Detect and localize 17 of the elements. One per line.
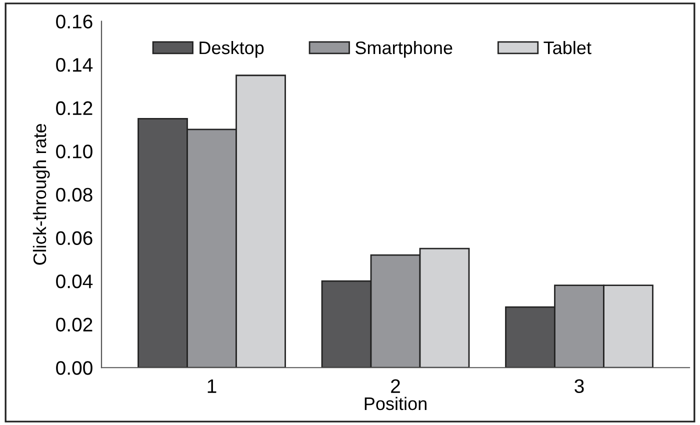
y-tick-label: 0.12 bbox=[56, 101, 92, 116]
y-tick-label: 0.16 bbox=[56, 14, 92, 28]
y-tick-label: 0.02 bbox=[56, 318, 92, 332]
legend-label: Desktop bbox=[200, 40, 264, 58]
y-tick-label: 0.04 bbox=[56, 274, 93, 288]
y-tick-label: 0.10 bbox=[56, 144, 92, 158]
x-tick-label: 3 bbox=[574, 379, 584, 394]
x-axis-title: Position bbox=[364, 396, 426, 410]
y-tick-label: 0.08 bbox=[56, 188, 92, 202]
x-tick-label: 1 bbox=[208, 379, 216, 393]
y-tick-label: 0.06 bbox=[56, 231, 92, 245]
legend-label: Smartphone bbox=[356, 40, 452, 58]
legend-label: Tablet bbox=[544, 40, 592, 54]
x-tick-label: 2 bbox=[391, 379, 400, 393]
y-axis-title: Click-through rate bbox=[32, 124, 50, 265]
y-tick-label: 0.00 bbox=[56, 361, 92, 375]
y-tick-label: 0.14 bbox=[56, 58, 93, 72]
